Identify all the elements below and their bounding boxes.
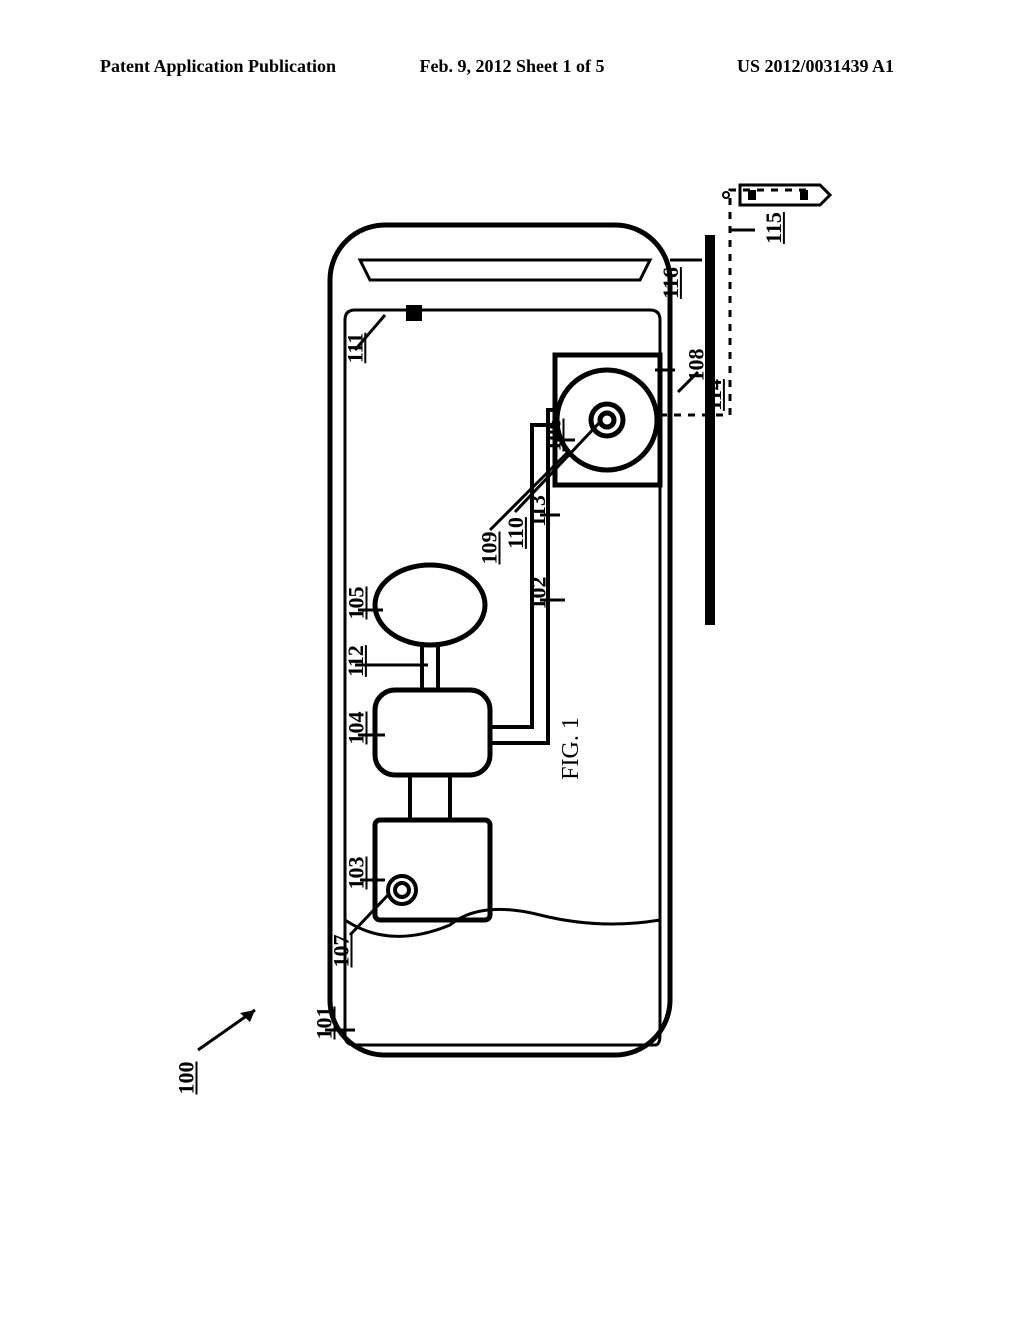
ref-label-text: 109 <box>477 532 502 565</box>
ref-label-text: 104 <box>344 712 369 745</box>
ref-110: 110 <box>503 517 529 549</box>
ref-112: 112 <box>343 645 369 677</box>
page-header: Patent Application Publication Feb. 9, 2… <box>0 56 1024 77</box>
figure-caption: FIG. 1 <box>558 717 585 780</box>
ref-111: 111 <box>342 333 368 364</box>
ref-100-text: 100 <box>174 1062 199 1095</box>
ref-label-text: 110 <box>503 517 528 549</box>
ref-label-text: 102 <box>526 577 551 610</box>
ref-104: 104 <box>344 712 370 745</box>
figure-1: 100 101 102 103 104 105 112 107 111 106 … <box>100 160 920 1190</box>
ref-105: 105 <box>344 587 370 620</box>
header-publication: Patent Application Publication <box>100 56 336 77</box>
ref-100: 100 <box>174 1062 200 1095</box>
ref-114: 114 <box>701 379 727 411</box>
ref-label-text: 115 <box>761 212 786 244</box>
ref-label-text: 108 <box>684 349 709 382</box>
ref-label-text: 105 <box>344 587 369 620</box>
ref-101: 101 <box>312 1007 338 1040</box>
ref-label-text: 116 <box>658 267 683 299</box>
ref-109: 109 <box>477 532 503 565</box>
ref-label-text: 103 <box>344 857 369 890</box>
header-pubnum: US 2012/0031439 A1 <box>737 56 894 77</box>
ref-label-text: 107 <box>329 935 354 968</box>
ref-116: 116 <box>658 267 684 299</box>
ref-103: 103 <box>344 857 370 890</box>
ref-label-text: 114 <box>701 379 726 411</box>
ref-label-text: 112 <box>343 645 368 677</box>
ref-102: 102 <box>526 577 552 610</box>
ref-106: 106 <box>541 419 567 452</box>
header-date-sheet: Feb. 9, 2012 Sheet 1 of 5 <box>420 56 605 77</box>
ref-107: 107 <box>329 935 355 968</box>
ref-label-text: 106 <box>541 419 566 452</box>
ref-115: 115 <box>761 212 787 244</box>
figure-svg <box>100 160 920 1190</box>
ref-108: 108 <box>684 349 710 382</box>
ref-label-text: 111 <box>342 333 367 364</box>
ref-label-text: 101 <box>312 1007 337 1040</box>
